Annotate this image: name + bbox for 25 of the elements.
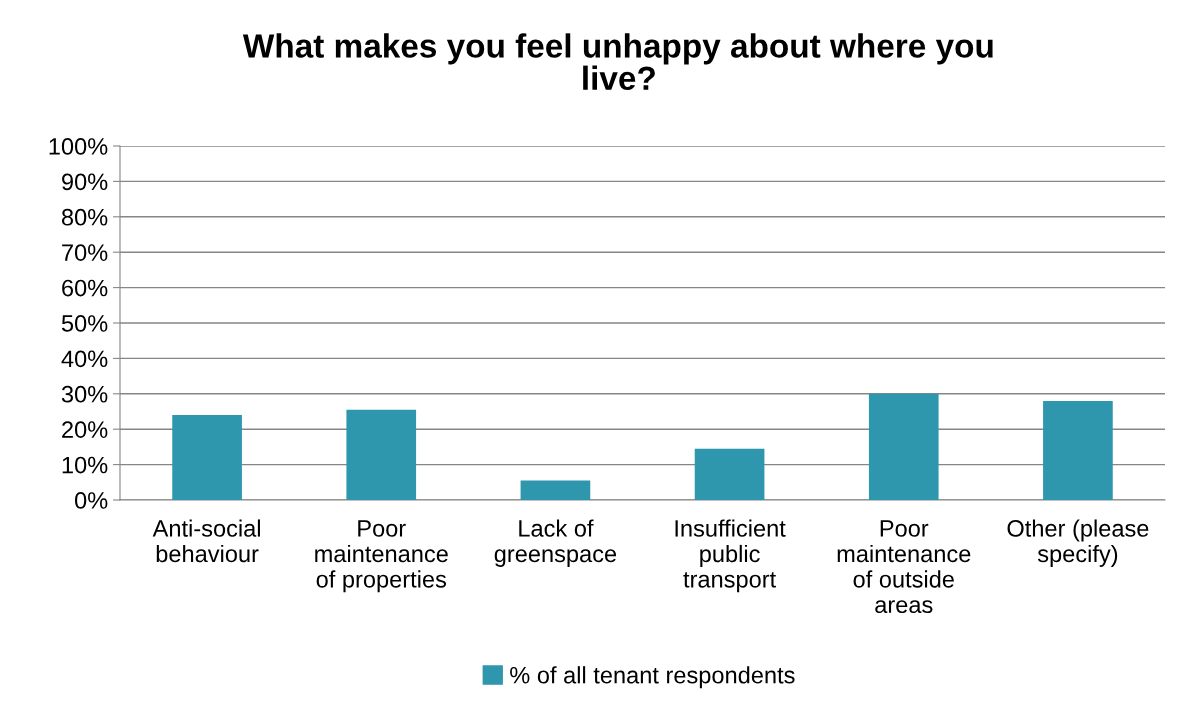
bar	[172, 415, 242, 500]
x-tick-label: Anti-social behaviour	[152, 519, 260, 563]
y-tick-label: 100%	[49, 138, 108, 155]
y-tick-label: 40%	[61, 350, 108, 368]
y-tick-label: 50%	[61, 315, 108, 332]
y-tick-label: 0%	[74, 492, 108, 509]
x-tick-label: Poor maintenance of properties	[315, 520, 448, 593]
x-tick-label: Lack of greenspace	[494, 519, 617, 567]
x-tick-label: Poor maintenance of outside areas	[837, 520, 971, 614]
y-tick-label: 90%	[62, 173, 108, 191]
chart-title: What makes you feel unhappy about where you live?	[242, 33, 993, 91]
y-tick-label: 20%	[62, 421, 108, 438]
bar	[1043, 400, 1113, 500]
x-tick-label: Insufficient public transport	[675, 519, 786, 593]
y-tick-label: 70%	[62, 244, 108, 261]
y-tick-label: 30%	[61, 385, 108, 403]
bar	[346, 409, 417, 500]
bar	[868, 393, 939, 500]
y-tick-label: 60%	[62, 279, 108, 297]
legend-label: % of all tenant respondents	[510, 666, 795, 689]
bar	[520, 480, 591, 500]
bar	[694, 448, 765, 500]
y-tick-label: 10%	[62, 456, 108, 474]
y-tick-label: 80%	[61, 208, 108, 226]
x-tick-label: Other (please specify)	[1007, 519, 1149, 567]
